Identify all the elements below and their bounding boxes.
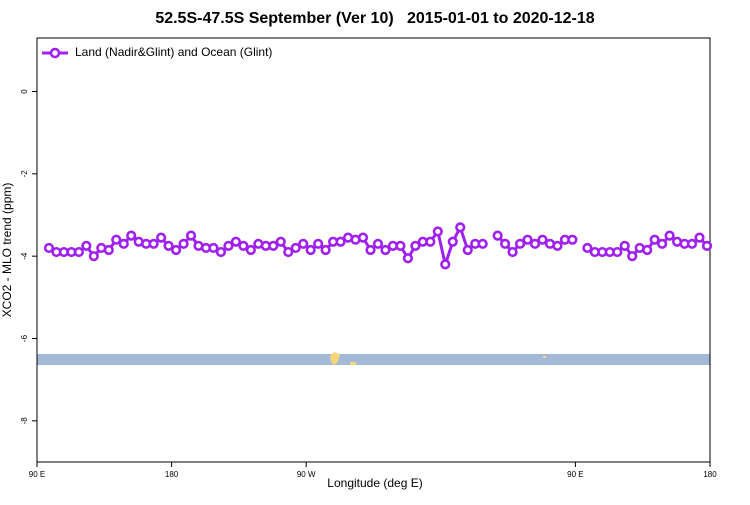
x-tick-label: 90 E [29,470,45,479]
point [410,240,421,251]
point [380,244,391,256]
x-tick-label: 90 E [567,470,583,479]
coverage-strip [37,354,710,365]
point [455,222,466,233]
point [425,236,436,247]
point [81,240,92,251]
point [440,259,451,270]
y-axis-label: XCO2 - MLO trend (ppm) [0,183,14,318]
y-tick-label: -8 [20,417,29,425]
point [552,240,563,251]
y-tick-label: -2 [20,170,29,178]
point [694,232,705,243]
point [88,251,99,262]
point [627,251,638,262]
point [320,244,331,256]
point [619,240,630,251]
point [148,238,159,249]
y-tick-label: -6 [20,334,29,342]
x-axis-label: Longitude (deg E) [327,476,422,490]
point [178,238,189,249]
y-tick-label: -4 [20,252,29,260]
point [73,246,84,258]
point [612,246,623,258]
point [432,226,443,237]
point [245,244,256,256]
x-tick-label: 180 [703,470,717,479]
chart-title: 52.5S-47.5S September (Ver 10) 2015-01-0… [155,10,594,27]
point [529,238,541,249]
point [402,253,413,264]
legend-marker [49,47,61,59]
point [649,234,660,245]
point [238,240,249,251]
point [462,244,473,256]
point [522,234,533,245]
point [170,244,182,256]
point [582,242,593,254]
point [223,240,234,251]
point [305,244,316,256]
point [111,234,122,245]
point [567,234,578,245]
point [215,246,227,258]
point [514,238,526,249]
land-patch [543,356,546,358]
land-patch [330,352,340,365]
point [268,240,279,251]
point [701,240,713,251]
point [298,238,309,249]
point [447,236,458,247]
point [664,230,675,241]
point [492,230,503,241]
x-tick-label: 180 [165,470,179,479]
land-patch [350,362,356,365]
point [500,238,511,249]
point [43,242,55,254]
point [372,238,384,249]
point [365,244,376,256]
point [357,232,369,243]
point [230,236,242,247]
point [126,230,137,241]
point [313,238,324,249]
y-tick-label: 0 [20,89,29,94]
x-tick-label: 90 W [297,470,316,479]
point [395,240,406,251]
point [185,230,197,241]
point [118,238,129,249]
point [208,242,219,254]
point [477,238,488,249]
point [290,242,301,254]
point [657,238,668,249]
legend-label: Land (Nadir&Glint) and Ocean (Glint) [75,45,272,59]
point [163,240,174,251]
point [537,234,548,245]
point [156,232,167,243]
point [283,246,294,258]
point [275,236,286,247]
point [507,246,518,258]
point [103,244,114,256]
point [335,236,346,247]
point [642,244,653,256]
point [686,238,698,249]
